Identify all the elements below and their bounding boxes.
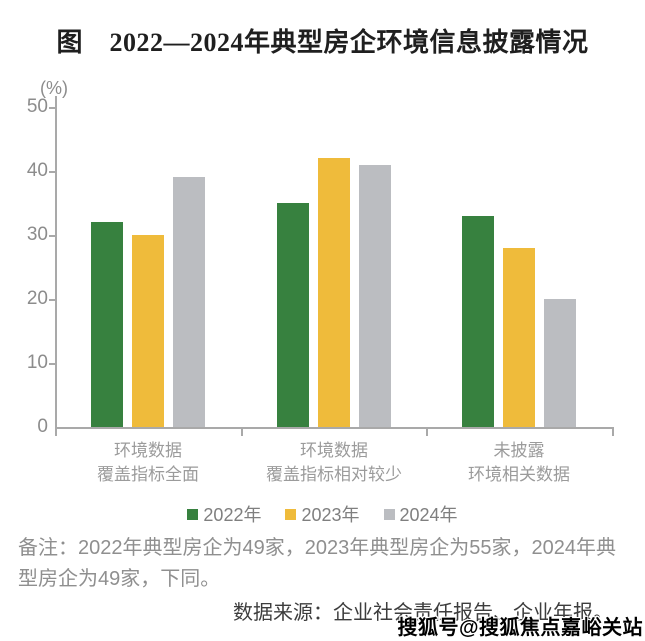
- x-category-label: 环境数据 覆盖指标相对较少: [266, 441, 402, 484]
- y-axis-tick: [49, 107, 55, 109]
- legend-item: 2023年: [285, 501, 360, 527]
- legend-label: 2023年: [301, 505, 360, 525]
- bar: [277, 203, 309, 427]
- x-category-label: 未披露 环境相关数据: [468, 441, 570, 484]
- bar: [359, 165, 391, 427]
- y-axis-tick-label: 0: [37, 416, 48, 437]
- y-axis-tick-label: 40: [26, 160, 48, 181]
- bar: [462, 216, 494, 427]
- bar: [544, 299, 576, 427]
- x-axis-line: [55, 427, 612, 429]
- note-text: 备注：2022年典型房企为49家，2023年典型房企为55家，2024年典型房企…: [18, 537, 616, 590]
- bar: [173, 177, 205, 427]
- y-axis-unit-label: (%): [40, 78, 68, 98]
- y-axis-tick-label: 50: [26, 96, 48, 117]
- source-text: 数据来源：企业社会责任报告、企业年报。: [233, 602, 613, 624]
- legend-item: 2024年: [383, 501, 458, 527]
- bar: [318, 158, 350, 427]
- x-category-label: 环境数据 覆盖指标全面: [97, 441, 199, 484]
- y-axis-tick: [49, 235, 55, 237]
- y-axis-tick: [49, 299, 55, 301]
- x-axis-group-tick: [612, 427, 614, 436]
- legend-item: 2022年: [187, 501, 261, 527]
- y-axis-tick-label: 20: [26, 288, 48, 309]
- y-axis-tick: [49, 363, 55, 365]
- y-axis-line: [55, 96, 57, 429]
- chart-title: 图 2022—2024年典型房企环境信息披露情况: [56, 28, 589, 57]
- y-axis-tick-label: 10: [26, 352, 48, 373]
- bar: [503, 248, 535, 427]
- legend-swatch: [187, 508, 199, 520]
- bar: [91, 222, 123, 427]
- x-axis-group-tick: [426, 427, 428, 436]
- bar: [132, 235, 164, 427]
- legend-swatch: [285, 508, 297, 520]
- legend-label: 2024年: [399, 505, 458, 525]
- x-axis-group-tick: [241, 427, 243, 436]
- legend-swatch: [383, 508, 395, 520]
- y-axis-tick-label: 30: [26, 224, 48, 245]
- watermark-text: 搜狐号@搜狐焦点嘉峪关站: [397, 617, 643, 639]
- legend: 2022年 2023年 2024年: [0, 501, 645, 527]
- legend-label: 2022年: [203, 505, 262, 525]
- x-axis-group-tick: [55, 427, 57, 436]
- y-axis-tick: [49, 171, 55, 173]
